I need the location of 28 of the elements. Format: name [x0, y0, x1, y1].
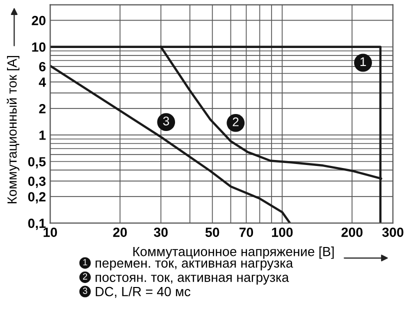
annotation: 3: [163, 116, 170, 126]
text: 3: [82, 288, 88, 294]
annotation: 1: [360, 57, 366, 66]
x-tick-label: 50: [205, 228, 220, 237]
y-tick-label: 0,5: [28, 157, 46, 168]
legend-label: постоян. ток, активная нагрузка: [96, 274, 289, 285]
x-tick-label: 30: [154, 228, 168, 237]
x-tick-label: 200: [342, 228, 363, 237]
text: 1: [83, 259, 88, 266]
y-tick-label: 0,2: [28, 192, 46, 204]
legend-label: DC, L/R = 40 мс: [96, 286, 190, 298]
x-axis-title: Коммутационное напряжение [В]: [133, 246, 334, 259]
y-tick-label: 2: [39, 104, 46, 114]
text: 2: [83, 273, 88, 280]
y-tick-label: 1: [40, 130, 46, 140]
legend-label: перемен. ток, активная нагрузка: [96, 260, 294, 270]
x-tick-label: 20: [113, 228, 127, 237]
x-tick-label: 300: [382, 228, 404, 237]
y-tick-label: 20: [32, 16, 46, 26]
y-axis-title: Коммутационный ток [A]: [6, 56, 20, 204]
y-tick-label: 4: [38, 78, 46, 87]
y-tick-label: 0,1: [28, 218, 46, 230]
x-tick-label: 100: [272, 228, 293, 237]
x-tick-label: 70: [239, 228, 254, 237]
y-tick-label: 10: [32, 42, 46, 52]
y-tick-label: 0,3: [28, 176, 46, 188]
y-tick-label: 6: [39, 62, 46, 72]
annotation: 2: [232, 117, 238, 126]
